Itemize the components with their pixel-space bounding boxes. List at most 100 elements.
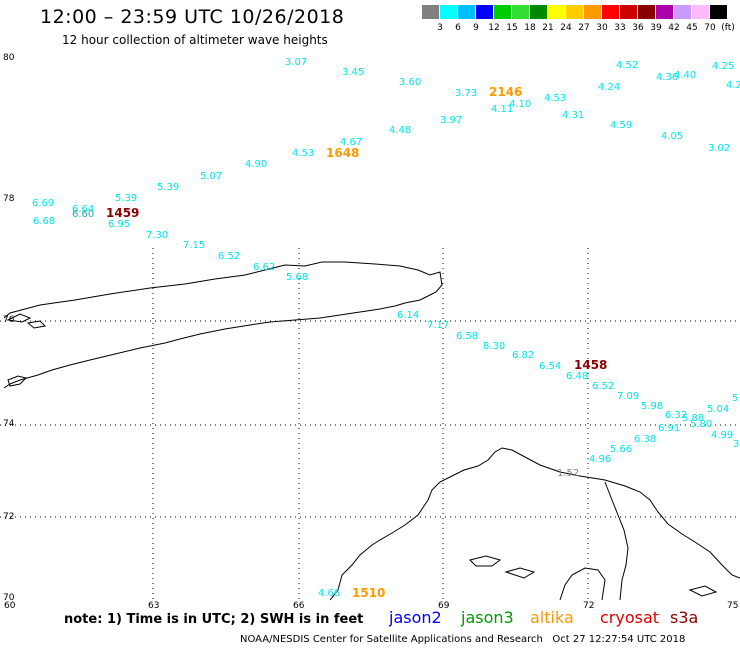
wave-height-value: 4.53: [292, 148, 314, 159]
wave-height-value: 5.39: [157, 182, 179, 193]
coastline-north-island: [3, 261, 443, 389]
color-scale-label: 15: [506, 23, 518, 33]
graticule: [0, 248, 740, 600]
wave-height-value: 4.36: [656, 72, 678, 83]
color-scale-label: (ft): [721, 23, 735, 33]
wave-height-value: 6.52: [218, 251, 240, 262]
coastline-south-mainland: [329, 447, 740, 601]
coastline-small-islet-1: [6, 313, 32, 323]
wave-height-value: 4.66: [318, 588, 340, 599]
satellite-label-jason3: jason3: [461, 608, 514, 627]
credit-organization: NOAA/NESDIS Center for Satellite Applica…: [240, 634, 543, 645]
color-scale-swatch: [710, 5, 727, 19]
latitude-labels: 80 78 76 74 72 70: [3, 53, 15, 603]
satellite-label-jason2: jason2: [389, 608, 442, 627]
color-scale-label: 27: [578, 23, 590, 33]
color-scale-label: 24: [560, 23, 572, 33]
page-subtitle: 12 hour collection of altimeter wave hei…: [62, 33, 328, 47]
wave-height-value: 3.60: [399, 77, 421, 88]
pass-time-label-altika: 1510: [352, 586, 385, 600]
pass-time-label-altika: 1648: [326, 146, 359, 160]
color-scale-label: 3: [437, 23, 443, 33]
color-scale-label: 39: [650, 23, 662, 33]
footer-note: note: 1) Time is in UTC; 2) SWH is in fe…: [64, 612, 364, 627]
wave-height-value: 3.73: [455, 88, 477, 99]
wave-height-value: 5.80: [690, 419, 712, 430]
wave-height-value: 6.32: [665, 410, 687, 421]
wave-height-value: 3.97: [440, 115, 462, 126]
wave-height-values: 3.07 3.45 3.60 3.73 4.11 4.10 4.53 4.31 …: [32, 57, 740, 599]
lon-label-63: 63: [148, 601, 159, 611]
wave-height-value: 6.91: [658, 423, 680, 434]
wave-height-value: 6.60: [72, 209, 94, 220]
lat-label-80: 80: [3, 53, 15, 63]
wave-height-value: 4.2: [726, 80, 740, 91]
color-scale-label: 70: [704, 23, 716, 33]
wave-height-value: 5.39: [115, 193, 137, 204]
color-scale-label: 42: [668, 23, 680, 33]
color-scale-label: 36: [632, 23, 644, 33]
wave-height-value: 6.54: [539, 361, 561, 372]
wave-height-value: 4.11: [491, 104, 513, 115]
wave-height-value: 6.68: [33, 216, 55, 227]
coastline-south-peninsula: [604, 481, 629, 601]
wave-height-value: 3: [733, 439, 739, 450]
color-scale-swatch: [584, 5, 601, 19]
wave-height-value: 4.52: [616, 60, 638, 71]
wave-height-value: 6.69: [32, 198, 54, 209]
wave-height-value: 4.24: [598, 82, 620, 93]
credit-timestamp: Oct 27 12:27:54 UTC 2018: [552, 634, 686, 645]
lat-label-78: 78: [3, 194, 15, 204]
wave-height-value: 4.31: [562, 110, 584, 121]
color-scale-swatch: [494, 5, 511, 19]
wave-height-value: 8.30: [483, 341, 505, 352]
page-title: 12:00 – 23:59 UTC 10/26/2018: [40, 6, 345, 28]
color-scale-label: 30: [596, 23, 608, 33]
lon-label-72: 72: [583, 601, 594, 611]
wave-height-value: 6.58: [456, 331, 478, 342]
pass-time-label-altika: 2146: [489, 85, 522, 99]
coastline-islet-west: [7, 375, 27, 387]
wave-height-value: 5: [732, 393, 738, 404]
color-scale-swatch: [674, 5, 691, 19]
coastline-south-islands: [469, 555, 718, 597]
wave-height-value: 4.25: [712, 61, 734, 72]
wave-height-value: 4.99: [711, 430, 733, 441]
wave-height-value: 4.67: [340, 137, 362, 148]
lon-label-75: 75: [727, 601, 738, 611]
coastline-south-inlet: [559, 567, 606, 601]
wave-height-value: 5.98: [641, 401, 663, 412]
wave-height-value: 4.40: [674, 70, 696, 81]
wave-height-value: 4.10: [509, 99, 531, 110]
color-scale-swatch: [692, 5, 709, 19]
color-scale-swatch: [656, 5, 673, 19]
wave-height-value: 6.64: [72, 204, 94, 215]
wave-height-value: 5.66: [610, 444, 632, 455]
wave-height-value: 1.52: [557, 468, 579, 479]
wave-height-value: 5.07: [200, 171, 222, 182]
wave-height-value: 7.17: [427, 320, 449, 331]
color-scale-swatch: [566, 5, 583, 19]
pass-time-label-s3a: 1459: [106, 206, 139, 220]
wave-height-value: 4.05: [661, 131, 683, 142]
wave-height-value: 5.04: [707, 404, 729, 415]
satellite-label-s3a: s3a: [670, 608, 699, 627]
wave-height-value: 3.45: [342, 67, 364, 78]
wave-height-value: 6.95: [108, 219, 130, 230]
wave-height-value: 4.59: [610, 120, 632, 131]
wave-height-value: 6.62: [253, 262, 275, 273]
color-scale-swatch: [530, 5, 547, 19]
color-scale-swatch: [422, 5, 439, 19]
lon-label-66: 66: [293, 601, 305, 611]
color-scale-swatch: [476, 5, 493, 19]
lon-label-60: 60: [4, 601, 16, 611]
color-scale-label: 9: [473, 23, 479, 33]
satellite-label-cryosat: cryosat: [600, 608, 660, 627]
wave-height-value: 4.53: [544, 93, 566, 104]
wave-height-value: 4.96: [589, 454, 611, 465]
coastline-small-islet-2: [26, 320, 47, 329]
lat-label-76: 76: [3, 315, 15, 325]
wave-height-value: 6.82: [512, 350, 534, 361]
color-scale-label: 21: [542, 23, 554, 33]
